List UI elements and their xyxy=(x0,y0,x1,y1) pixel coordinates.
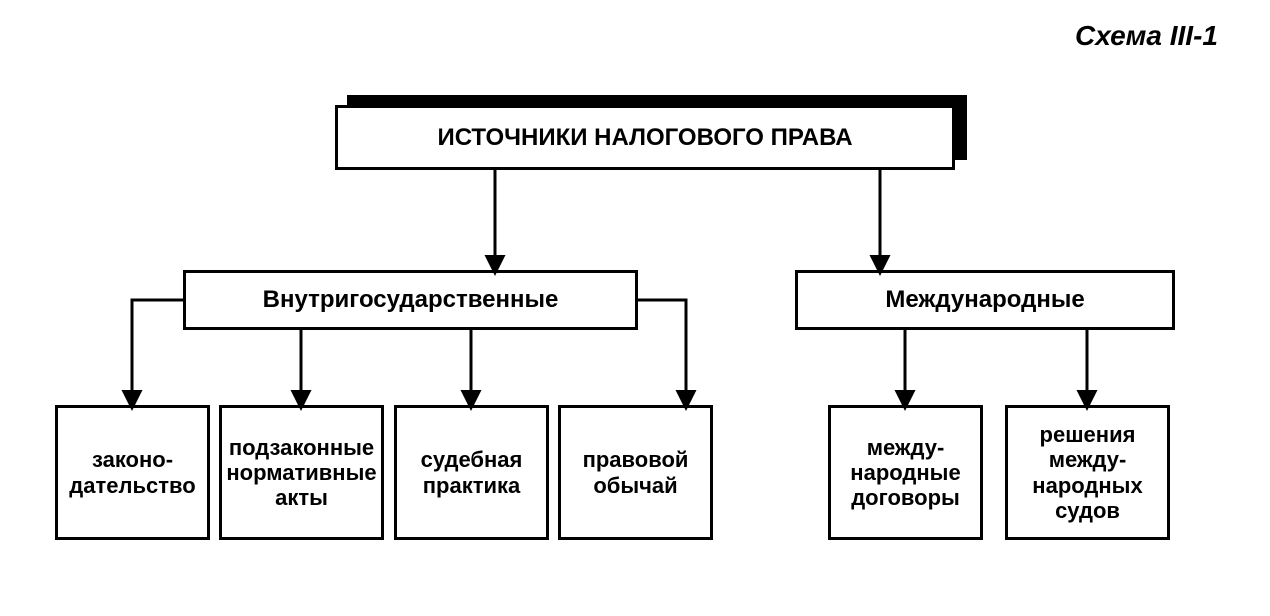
node-leaf-treaties-label: между- народные договоры xyxy=(831,435,980,511)
node-root: ИСТОЧНИКИ НАЛОГОВОГО ПРАВА xyxy=(335,105,955,170)
diagram-caption: Схема III-1 xyxy=(1075,20,1218,52)
node-leaf-treaties: между- народные договоры xyxy=(828,405,983,540)
node-leaf-law: законо- дательство xyxy=(55,405,210,540)
node-international-label: Международные xyxy=(885,286,1084,314)
node-leaf-custom: правовой обычай xyxy=(558,405,713,540)
node-international: Международные xyxy=(795,270,1175,330)
node-domestic: Внутригосударственные xyxy=(183,270,638,330)
node-leaf-law-label: законо- дательство xyxy=(69,447,195,498)
node-root-label: ИСТОЧНИКИ НАЛОГОВОГО ПРАВА xyxy=(437,124,852,152)
node-leaf-acts: подзаконные нормативные акты xyxy=(219,405,384,540)
node-leaf-court: судебная практика xyxy=(394,405,549,540)
node-leaf-acts-label: подзаконные нормативные акты xyxy=(222,435,381,511)
node-leaf-intl-courts: решения между- народных судов xyxy=(1005,405,1170,540)
node-leaf-court-label: судебная практика xyxy=(397,447,546,498)
node-leaf-custom-label: правовой обычай xyxy=(561,447,710,498)
node-leaf-intl-courts-label: решения между- народных судов xyxy=(1008,422,1167,523)
node-domestic-label: Внутригосударственные xyxy=(263,286,559,314)
